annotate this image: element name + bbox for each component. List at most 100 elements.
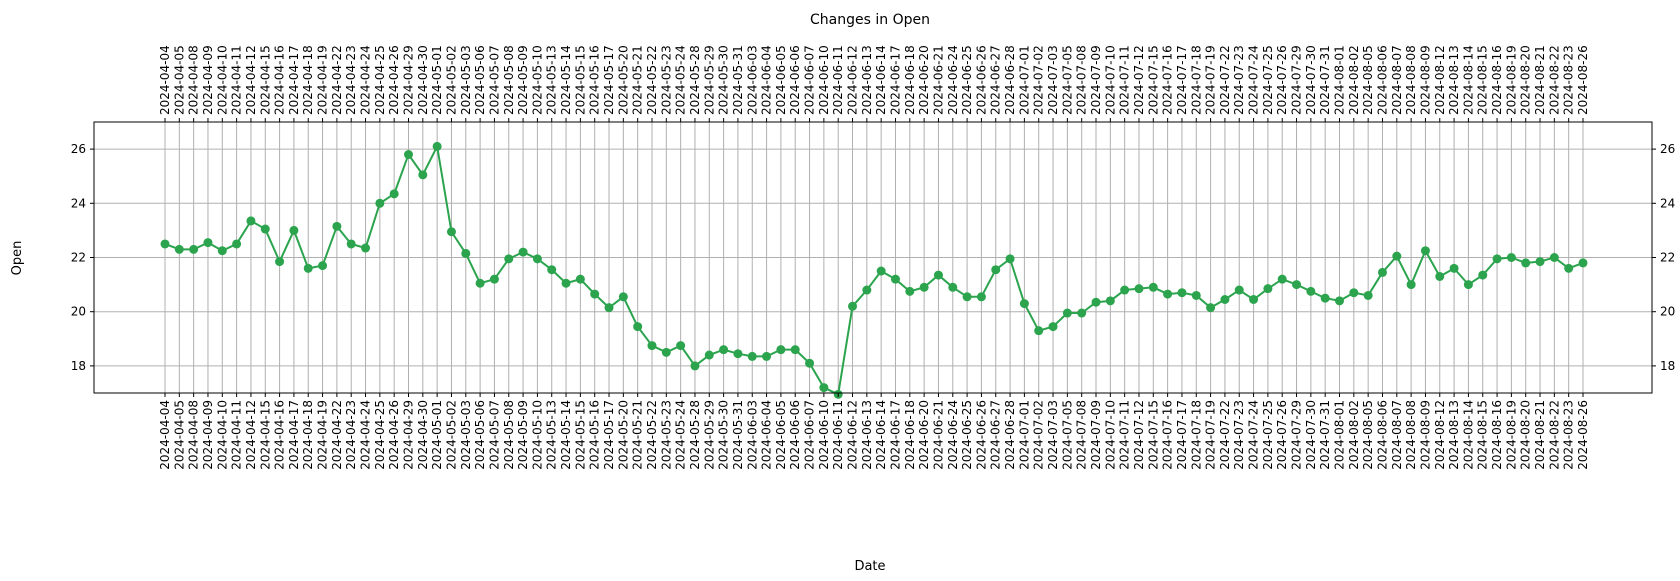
x-top-tick-label: 2024-05-15	[573, 45, 587, 115]
x-top-tick-label: 2024-08-21	[1533, 45, 1547, 115]
data-point	[1191, 290, 1201, 300]
x-top-tick-labels: 2024-04-04 2024-04-05 2024-04-08 2024-04-09…	[158, 45, 1590, 115]
y-right-tick-label: 20	[1660, 305, 1675, 319]
data-point	[189, 244, 199, 254]
x-top-tick-label: 2024-05-07	[487, 45, 501, 115]
data-point	[1292, 280, 1302, 290]
x-top-tick-label: 2024-07-08	[1075, 45, 1089, 115]
x-bottom-tick-label: 2024-06-06	[788, 400, 802, 470]
x-top-tick-label: 2024-04-18	[301, 45, 315, 115]
x-bottom-tick-label: 2024-07-17	[1175, 400, 1189, 470]
data-point	[1564, 263, 1574, 273]
data-point	[1249, 295, 1259, 305]
x-top-tick-label: 2024-04-10	[215, 45, 229, 115]
data-point	[389, 189, 399, 199]
data-point	[661, 347, 671, 357]
x-bottom-tick-label: 2024-06-13	[860, 400, 874, 470]
data-point	[461, 248, 471, 258]
series-line-group	[164, 143, 1584, 396]
x-top-tick-label: 2024-06-12	[846, 45, 860, 115]
x-bottom-tick-label: 2024-04-19	[316, 400, 330, 470]
data-point	[647, 341, 657, 351]
x-bottom-tick-label: 2024-05-22	[645, 400, 659, 470]
x-top-tick-label: 2024-05-20	[616, 45, 630, 115]
x-bottom-tick-label: 2024-05-07	[487, 400, 501, 470]
y-axis-label: Open	[10, 241, 25, 276]
x-bottom-tick-label: 2024-05-24	[674, 400, 688, 470]
data-point	[332, 221, 342, 231]
x-bottom-tick-label: 2024-07-23	[1232, 400, 1246, 470]
x-bottom-tick-label: 2024-05-08	[502, 400, 516, 470]
data-point	[1363, 290, 1373, 300]
axis-ticks	[90, 118, 1656, 397]
x-top-tick-label: 2024-04-15	[258, 45, 272, 115]
data-point	[948, 282, 958, 292]
data-point	[1163, 289, 1173, 299]
x-top-tick-label: 2024-04-24	[359, 45, 373, 115]
x-top-tick-label: 2024-07-24	[1247, 45, 1261, 115]
x-top-tick-label: 2024-05-29	[702, 45, 716, 115]
x-top-tick-label: 2024-04-12	[244, 45, 258, 115]
data-point	[475, 278, 485, 288]
data-point	[762, 351, 772, 361]
x-bottom-tick-label: 2024-04-15	[258, 400, 272, 470]
x-bottom-tick-label: 2024-05-10	[530, 400, 544, 470]
x-top-tick-label: 2024-08-01	[1333, 45, 1347, 115]
x-bottom-tick-label: 2024-04-08	[187, 400, 201, 470]
x-bottom-tick-label: 2024-05-06	[473, 400, 487, 470]
series-line	[164, 143, 1584, 396]
y-left-tick-label: 20	[71, 305, 86, 319]
x-bottom-tick-label: 2024-07-01	[1017, 400, 1031, 470]
x-bottom-tick-label: 2024-05-30	[717, 400, 731, 470]
x-top-tick-label: 2024-08-20	[1519, 45, 1533, 115]
x-top-tick-label: 2024-07-26	[1275, 45, 1289, 115]
data-point	[1077, 308, 1087, 318]
x-top-tick-label: 2024-06-28	[1003, 45, 1017, 115]
x-bottom-tick-label: 2024-08-01	[1333, 400, 1347, 470]
data-point	[905, 286, 915, 296]
x-top-tick-label: 2024-07-22	[1218, 45, 1232, 115]
x-bottom-tick-label: 2024-08-14	[1461, 400, 1475, 470]
x-top-tick-label: 2024-04-30	[416, 45, 430, 115]
x-bottom-tick-label: 2024-06-18	[903, 400, 917, 470]
x-top-tick-label: 2024-08-26	[1576, 45, 1590, 115]
x-top-tick-label: 2024-08-05	[1361, 45, 1375, 115]
data-points	[160, 141, 1588, 399]
x-top-tick-label: 2024-07-16	[1161, 45, 1175, 115]
x-top-tick-label: 2024-05-10	[530, 45, 544, 115]
x-top-tick-label: 2024-08-09	[1418, 45, 1432, 115]
data-point	[776, 345, 786, 355]
x-top-tick-label: 2024-06-24	[946, 45, 960, 115]
data-point	[275, 257, 285, 267]
grid-lines	[94, 122, 1652, 393]
x-top-tick-label: 2024-06-11	[831, 45, 845, 115]
x-bottom-tick-label: 2024-06-24	[946, 400, 960, 470]
data-point	[1463, 280, 1473, 290]
x-bottom-tick-label: 2024-04-05	[172, 400, 186, 470]
x-top-tick-label: 2024-07-18	[1189, 45, 1203, 115]
x-top-tick-label: 2024-08-06	[1375, 45, 1389, 115]
data-point	[160, 239, 170, 249]
x-top-tick-label: 2024-05-28	[688, 45, 702, 115]
x-bottom-tick-label: 2024-05-01	[430, 400, 444, 470]
y-left-tick-label: 18	[71, 359, 86, 373]
x-bottom-tick-label: 2024-07-02	[1032, 400, 1046, 470]
data-point	[1148, 282, 1158, 292]
data-point	[232, 239, 242, 249]
data-point	[446, 227, 456, 237]
x-top-tick-label: 2024-05-02	[444, 45, 458, 115]
x-bottom-tick-label: 2024-04-10	[215, 400, 229, 470]
x-top-tick-label: 2024-07-03	[1046, 45, 1060, 115]
x-top-tick-label: 2024-06-10	[817, 45, 831, 115]
x-bottom-tick-label: 2024-05-03	[459, 400, 473, 470]
x-top-tick-label: 2024-05-14	[559, 45, 573, 115]
x-top-tick-label: 2024-04-25	[373, 45, 387, 115]
x-bottom-tick-label: 2024-07-12	[1132, 400, 1146, 470]
x-bottom-tick-label: 2024-06-17	[888, 400, 902, 470]
x-top-tick-label: 2024-08-14	[1461, 45, 1475, 115]
x-top-tick-label: 2024-07-29	[1290, 45, 1304, 115]
x-bottom-tick-label: 2024-07-05	[1060, 400, 1074, 470]
y-right-tick-labels: 18 20 22 24 26	[1660, 142, 1675, 373]
x-top-tick-label: 2024-07-30	[1304, 45, 1318, 115]
x-top-tick-label: 2024-07-05	[1060, 45, 1074, 115]
